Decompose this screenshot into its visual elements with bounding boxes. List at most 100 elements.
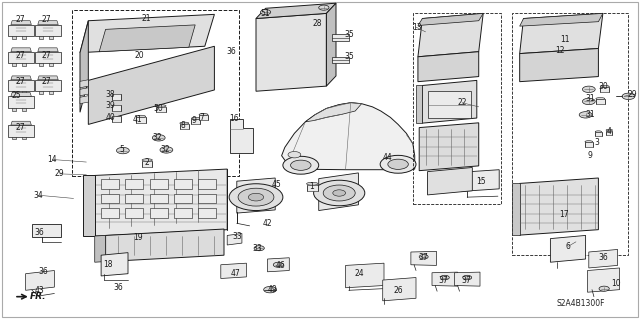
Bar — [12, 36, 16, 39]
Text: 44: 44 — [382, 153, 392, 162]
Text: 27: 27 — [41, 51, 51, 60]
Circle shape — [160, 147, 173, 153]
Circle shape — [273, 262, 284, 267]
Ellipse shape — [142, 159, 152, 161]
Circle shape — [248, 193, 264, 201]
Circle shape — [229, 184, 283, 211]
Ellipse shape — [596, 98, 605, 100]
Bar — [332, 57, 349, 63]
Text: 25: 25 — [12, 91, 22, 100]
Text: 2: 2 — [145, 158, 150, 167]
Text: 27: 27 — [15, 51, 26, 60]
Bar — [596, 99, 605, 104]
Text: 35: 35 — [344, 52, 355, 61]
Circle shape — [314, 180, 365, 206]
Bar — [8, 125, 34, 137]
Text: 41: 41 — [132, 115, 143, 124]
Bar — [49, 91, 53, 94]
Text: 37: 37 — [438, 276, 448, 285]
Polygon shape — [26, 271, 54, 290]
Ellipse shape — [307, 182, 318, 185]
Polygon shape — [80, 14, 214, 53]
Text: 37: 37 — [461, 276, 471, 285]
Bar — [125, 179, 143, 189]
Text: 38: 38 — [105, 90, 115, 99]
Bar — [12, 63, 16, 66]
Polygon shape — [88, 46, 214, 124]
Bar — [35, 52, 61, 63]
Bar — [22, 137, 26, 139]
Polygon shape — [80, 80, 88, 88]
Ellipse shape — [595, 131, 602, 133]
Bar — [39, 91, 43, 94]
Text: 45: 45 — [271, 180, 282, 189]
Text: 32: 32 — [152, 133, 162, 142]
Polygon shape — [346, 263, 384, 288]
Circle shape — [582, 98, 595, 105]
Text: FR.: FR. — [30, 292, 47, 301]
Text: 16: 16 — [228, 114, 239, 123]
Polygon shape — [418, 13, 483, 57]
Polygon shape — [101, 253, 128, 276]
Text: 40: 40 — [105, 113, 115, 122]
Text: 1: 1 — [309, 182, 314, 191]
Ellipse shape — [199, 114, 208, 116]
Text: 46: 46 — [275, 261, 285, 270]
Polygon shape — [454, 272, 480, 286]
Polygon shape — [80, 88, 88, 96]
Circle shape — [319, 5, 329, 10]
Bar — [111, 94, 122, 100]
Polygon shape — [432, 272, 458, 286]
Text: 36: 36 — [35, 228, 45, 237]
Circle shape — [622, 93, 635, 100]
Polygon shape — [418, 13, 483, 26]
Circle shape — [463, 275, 472, 280]
Circle shape — [440, 275, 449, 280]
Text: 42: 42 — [262, 219, 273, 228]
Bar — [174, 194, 192, 203]
Bar — [199, 115, 208, 120]
Bar — [101, 208, 119, 218]
Bar — [111, 105, 122, 111]
Polygon shape — [326, 3, 336, 86]
Circle shape — [116, 147, 129, 154]
Polygon shape — [227, 234, 242, 245]
Text: 9: 9 — [588, 151, 593, 160]
Bar — [111, 116, 122, 122]
Circle shape — [288, 152, 301, 158]
Circle shape — [260, 10, 271, 15]
Bar — [142, 161, 152, 167]
Polygon shape — [520, 13, 603, 54]
Polygon shape — [520, 13, 603, 26]
Polygon shape — [588, 268, 620, 292]
Text: 17: 17 — [559, 210, 570, 219]
Ellipse shape — [191, 117, 200, 120]
Text: 27: 27 — [15, 123, 26, 132]
Bar — [12, 137, 16, 139]
Bar — [8, 96, 34, 108]
Polygon shape — [99, 25, 195, 52]
Text: 37: 37 — [419, 253, 429, 262]
Text: 36: 36 — [227, 47, 237, 56]
Bar — [150, 179, 168, 189]
Text: 29: 29 — [54, 169, 65, 178]
Bar — [595, 132, 602, 136]
Polygon shape — [11, 48, 31, 52]
Circle shape — [599, 286, 609, 291]
Ellipse shape — [111, 114, 122, 117]
Polygon shape — [221, 263, 246, 278]
Polygon shape — [256, 13, 326, 91]
Polygon shape — [411, 251, 436, 265]
Polygon shape — [230, 119, 253, 153]
Text: 33: 33 — [232, 232, 242, 241]
Text: 7: 7 — [199, 113, 204, 122]
Bar — [49, 36, 53, 39]
Polygon shape — [520, 178, 598, 235]
Polygon shape — [319, 173, 358, 211]
Bar — [72, 10, 239, 176]
Circle shape — [582, 86, 595, 93]
Polygon shape — [83, 175, 95, 236]
Text: 24: 24 — [355, 269, 365, 278]
Polygon shape — [256, 3, 336, 19]
Bar — [180, 124, 189, 129]
